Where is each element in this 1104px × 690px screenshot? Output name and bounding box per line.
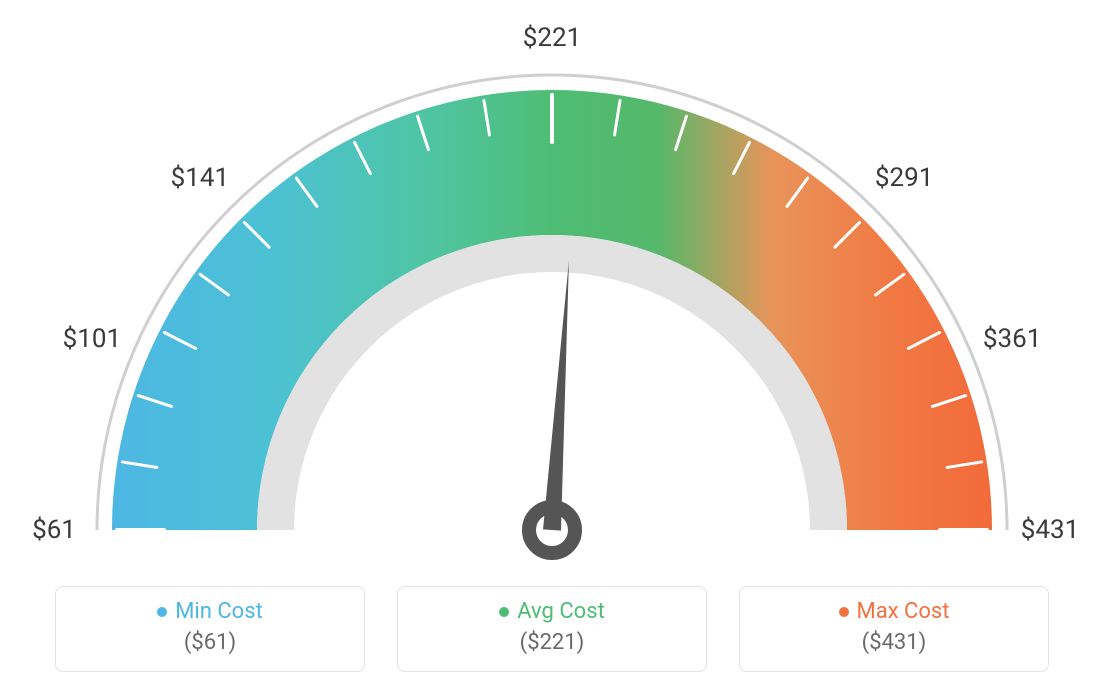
legend-value: ($431)	[748, 630, 1040, 655]
legend-dot-icon	[839, 607, 849, 617]
gauge-needle	[543, 261, 569, 531]
legend-value: ($61)	[64, 630, 356, 655]
legend-value: ($221)	[406, 630, 698, 655]
legend-card: Avg Cost ($221)	[397, 586, 707, 672]
legend-title: Min Cost	[64, 599, 356, 624]
legend-title: Avg Cost	[406, 599, 698, 624]
legend-label: Avg Cost	[517, 599, 605, 624]
legend-label: Min Cost	[175, 599, 263, 624]
legend-row: Min Cost ($61) Avg Cost ($221) Max Cost ($431…	[0, 586, 1104, 672]
legend-card: Max Cost ($431)	[739, 586, 1049, 672]
cost-gauge: $61$101$141$221$291$361$431	[0, 0, 1104, 560]
legend-dot-icon	[157, 607, 167, 617]
legend-label: Max Cost	[857, 599, 950, 624]
legend-title: Max Cost	[748, 599, 1040, 624]
legend-card: Min Cost ($61)	[55, 586, 365, 672]
gauge-svg	[0, 0, 1104, 560]
legend-dot-icon	[499, 607, 509, 617]
